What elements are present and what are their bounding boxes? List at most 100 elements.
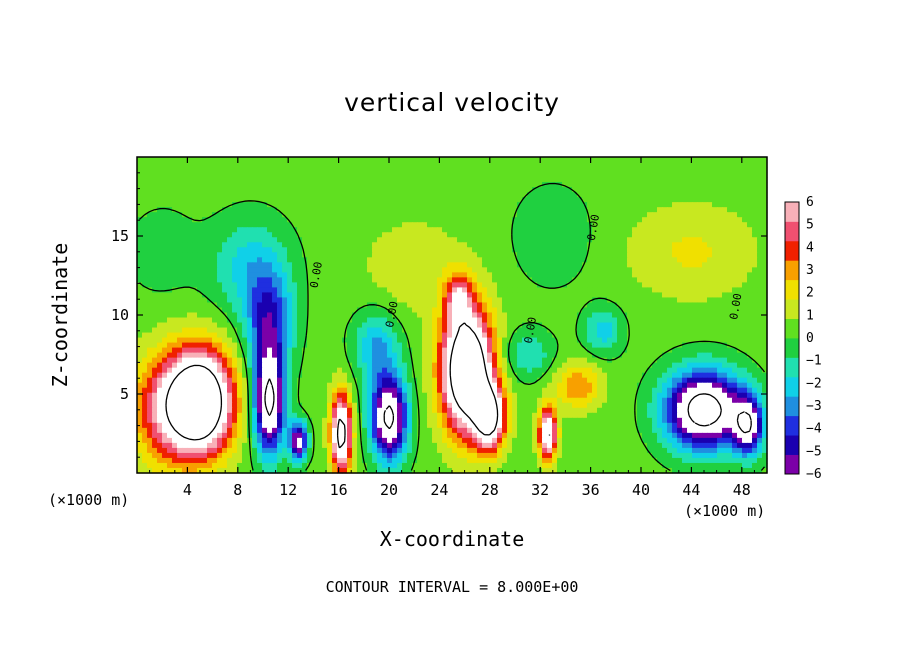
heat-cell [707, 157, 713, 163]
heat-cell [237, 247, 243, 253]
heat-cell [422, 297, 428, 304]
heat-cell [737, 267, 743, 273]
heat-cell [517, 232, 523, 238]
heat-cell [307, 332, 313, 339]
heat-cell [277, 287, 283, 294]
heat-cell [317, 217, 323, 223]
heat-cell [457, 222, 463, 228]
heat-cell [202, 317, 208, 324]
heat-cell [482, 257, 488, 263]
heat-cell [187, 162, 193, 168]
heat-cell [662, 157, 668, 163]
heat-cell [602, 302, 608, 309]
heat-cell [672, 327, 678, 334]
heat-cell [322, 297, 328, 304]
heat-cell [402, 197, 408, 203]
heat-cell [392, 252, 398, 258]
heat-cell [342, 322, 348, 329]
heat-cell [247, 332, 253, 339]
heat-cell [452, 192, 458, 198]
heat-cell [717, 237, 723, 243]
heat-cell [427, 287, 433, 294]
heat-cell [697, 307, 703, 314]
heat-cell [412, 302, 418, 309]
heat-cell [427, 312, 433, 319]
heat-cell [287, 342, 293, 349]
heat-cell [512, 247, 518, 253]
heat-cell [607, 337, 613, 344]
heat-cell [142, 207, 148, 213]
heat-cell [342, 292, 348, 299]
heat-cell [572, 242, 578, 248]
heat-cell [187, 352, 193, 359]
heat-cell [692, 162, 698, 168]
heat-cell [707, 332, 713, 339]
heat-cell [617, 312, 623, 319]
heat-cell [692, 297, 698, 304]
heat-cell [277, 212, 283, 218]
heat-cell [317, 187, 323, 193]
heat-cell [617, 227, 623, 233]
heat-cell [167, 172, 173, 178]
heat-cell [667, 332, 673, 339]
heat-cell [582, 297, 588, 304]
heat-cell [582, 212, 588, 218]
heat-cell [412, 157, 418, 163]
heat-cell [652, 307, 658, 314]
heat-cell [272, 267, 278, 273]
heat-cell [562, 262, 568, 268]
heat-cell [177, 237, 183, 243]
heat-cell [612, 262, 618, 268]
heat-cell [692, 227, 698, 233]
heat-cell [477, 172, 483, 178]
heat-cell [202, 252, 208, 258]
heat-cell [477, 222, 483, 228]
heat-cell [277, 307, 283, 314]
heat-cell [687, 307, 693, 314]
heat-cell [172, 352, 178, 359]
heat-cell [257, 232, 263, 238]
heat-cell [622, 267, 628, 273]
heat-cell [307, 277, 313, 283]
heat-cell [357, 252, 363, 258]
heat-cell [692, 212, 698, 218]
heat-cell [602, 307, 608, 314]
heat-cell [437, 202, 443, 208]
heat-cell [592, 277, 598, 283]
heat-cell [297, 197, 303, 203]
heat-cell [717, 172, 723, 178]
heat-cell [412, 277, 418, 283]
heat-cell [587, 167, 593, 173]
heat-cell [602, 207, 608, 213]
heat-cell [422, 337, 428, 344]
heat-cell [157, 162, 163, 168]
heat-cell [367, 207, 373, 213]
heat-cell [427, 162, 433, 168]
heat-cell [292, 167, 298, 173]
heat-cell [202, 177, 208, 183]
heat-cell [682, 327, 688, 334]
heat-cell [722, 192, 728, 198]
heat-cell [142, 197, 148, 203]
heat-cell [367, 242, 373, 248]
heat-cell [417, 202, 423, 208]
heat-cell [432, 232, 438, 238]
heat-cell [652, 302, 658, 309]
heat-cell [577, 287, 583, 294]
heat-cell [702, 262, 708, 268]
heat-cell [552, 167, 558, 173]
heat-cell [282, 317, 288, 324]
heat-cell [747, 262, 753, 268]
heat-cell [602, 247, 608, 253]
heat-cell [402, 207, 408, 213]
heat-cell [472, 177, 478, 183]
heat-cell [497, 312, 503, 319]
heat-cell [492, 287, 498, 294]
heat-cell [287, 157, 293, 163]
heat-cell [472, 217, 478, 223]
heat-cell [262, 317, 268, 324]
heat-cell [292, 332, 298, 339]
heat-cell [317, 242, 323, 248]
heat-cell [727, 177, 733, 183]
heat-cell [497, 347, 503, 354]
